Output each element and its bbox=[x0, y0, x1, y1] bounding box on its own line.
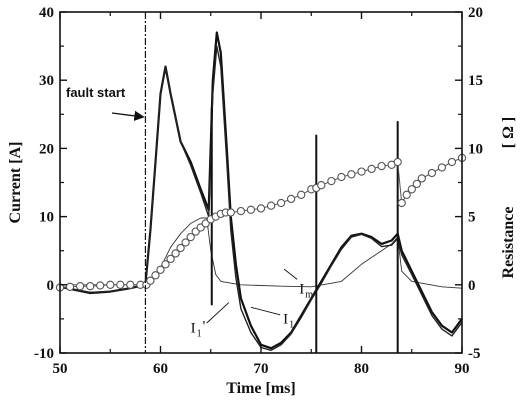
curve-label-sub: 1 bbox=[197, 329, 202, 340]
resistance-marker bbox=[347, 170, 356, 179]
x-tick-label: 50 bbox=[53, 361, 68, 377]
y-right-tick-label: -5 bbox=[468, 346, 481, 362]
label-leader-i1 bbox=[250, 306, 281, 316]
resistance-marker bbox=[65, 282, 75, 291]
x-tick-label: 60 bbox=[153, 361, 168, 377]
resistance-marker bbox=[116, 280, 125, 289]
resistance-marker bbox=[402, 190, 411, 199]
resistance-marker bbox=[151, 271, 160, 280]
resistance-marker bbox=[276, 198, 286, 208]
plot-frame bbox=[59, 11, 463, 354]
resistance-marker bbox=[96, 281, 105, 290]
x-tick-label: 80 bbox=[354, 361, 369, 377]
resistance-marker bbox=[437, 163, 447, 172]
curve-label-prime: ' bbox=[203, 319, 206, 335]
y-left-tick-label: 10 bbox=[39, 210, 54, 226]
resistance-marker bbox=[181, 238, 190, 247]
resistance-marker bbox=[427, 168, 437, 178]
resistance-marker bbox=[266, 201, 276, 210]
resistance-markers bbox=[55, 153, 467, 292]
x-tick-label: 70 bbox=[254, 361, 269, 377]
resistance-marker bbox=[146, 276, 155, 285]
resistance-marker bbox=[447, 157, 457, 167]
y-right-tick-label: 10 bbox=[468, 141, 483, 157]
resistance-marker bbox=[337, 172, 346, 182]
curve-label-sub: m bbox=[305, 290, 313, 301]
curve-label: I bbox=[191, 321, 196, 337]
resistance-marker bbox=[126, 280, 135, 289]
resistance-marker bbox=[75, 282, 85, 291]
label-leader-im bbox=[283, 268, 298, 280]
resistance-marker bbox=[327, 176, 336, 186]
resistance-marker bbox=[86, 282, 95, 291]
y-left-tick-label: 40 bbox=[39, 5, 54, 21]
resistance-marker bbox=[156, 265, 165, 274]
resistance-marker bbox=[176, 243, 185, 253]
right-axis-unit: [ Ω ] bbox=[500, 117, 517, 148]
curve-label: I bbox=[299, 282, 304, 298]
resistance-marker bbox=[317, 181, 326, 190]
resistance-marker bbox=[357, 167, 366, 176]
resistance-marker bbox=[161, 260, 170, 269]
resistance-marker bbox=[226, 208, 235, 217]
resistance-marker bbox=[417, 174, 426, 183]
resistance-marker bbox=[412, 179, 421, 189]
resistance-marker bbox=[106, 280, 115, 289]
left-axis-title: Current [A] bbox=[7, 142, 24, 224]
resistance-marker bbox=[166, 254, 175, 264]
y-left-tick-label: 20 bbox=[39, 141, 54, 157]
resistance-marker bbox=[286, 194, 296, 204]
x-axis-title: Time [ms] bbox=[226, 380, 295, 397]
right-axis-title: Resistance bbox=[500, 207, 517, 279]
fault-start-label: fault start bbox=[66, 85, 126, 100]
resistance-marker bbox=[171, 249, 180, 258]
resistance-marker bbox=[236, 206, 246, 216]
fault-start-arrow bbox=[111, 110, 145, 122]
resistance-marker bbox=[377, 161, 386, 171]
resistance-marker bbox=[297, 190, 306, 199]
x-tick-label: 90 bbox=[455, 361, 470, 377]
label-leader-i1p bbox=[206, 302, 230, 324]
resistance-marker bbox=[397, 198, 406, 208]
plot-curves bbox=[59, 31, 463, 353]
y-right-tick-label: 5 bbox=[468, 210, 476, 226]
resistance-marker bbox=[367, 164, 376, 174]
resistance-marker bbox=[246, 205, 256, 214]
y-right-tick-label: 20 bbox=[468, 5, 483, 21]
y-left-tick-label: 30 bbox=[39, 73, 54, 89]
y-right-tick-label: 15 bbox=[468, 73, 483, 89]
resistance-marker bbox=[393, 157, 402, 167]
resistance-marker bbox=[407, 185, 416, 194]
axis-tick-labels: 50 60 70 80 90 -10 0 10 20 30 40 -5 0 5 10 15 20 bbox=[34, 5, 483, 377]
curve-label-sub: 1 bbox=[289, 320, 294, 331]
y-right-tick-label: 0 bbox=[468, 278, 476, 294]
resistance-marker bbox=[256, 204, 266, 213]
series-line-s-i1 bbox=[59, 31, 463, 350]
resistance-marker bbox=[186, 232, 195, 242]
curve-label: I bbox=[283, 312, 288, 328]
axis-ticks bbox=[59, 11, 463, 354]
y-left-tick-label: 0 bbox=[47, 278, 55, 294]
y-left-tick-label: -10 bbox=[34, 346, 54, 362]
